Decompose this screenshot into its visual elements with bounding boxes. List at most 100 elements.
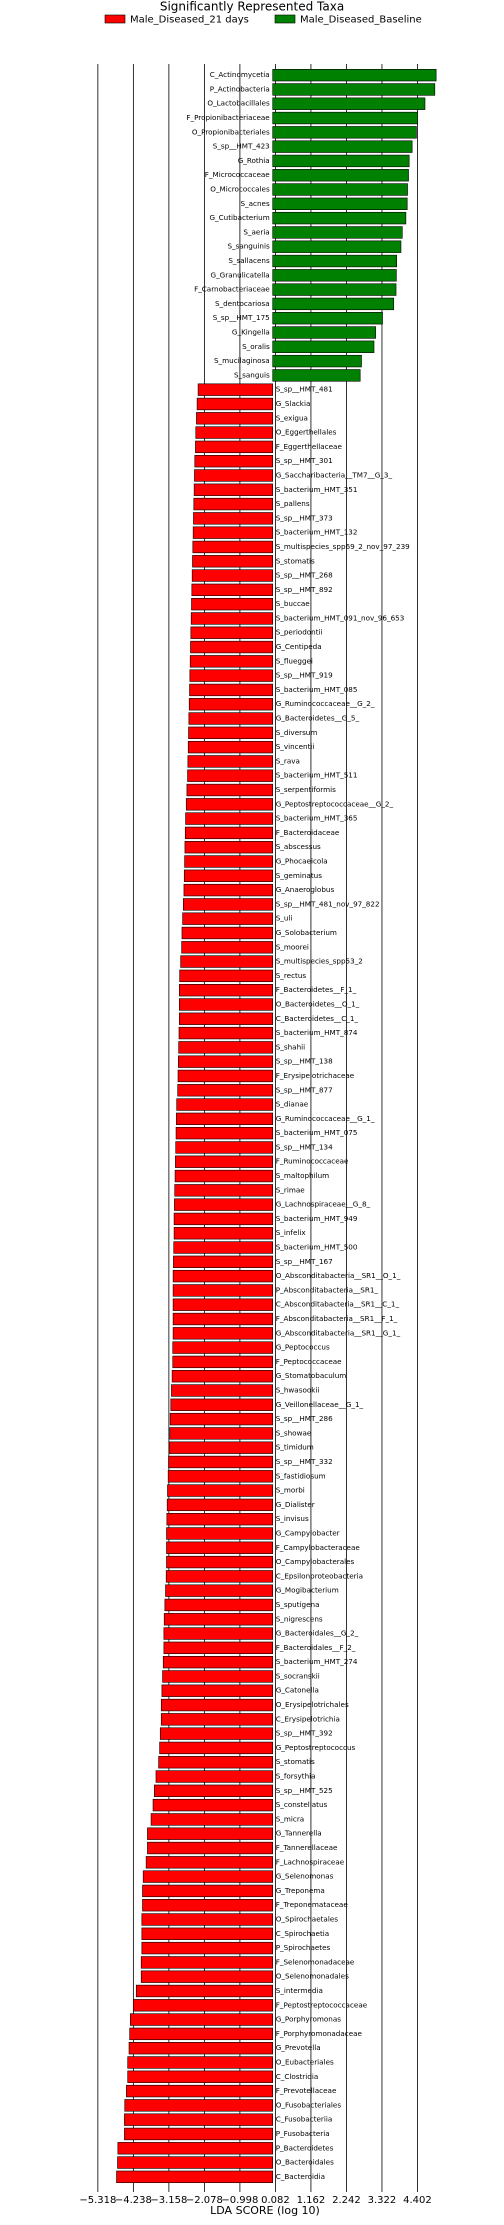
bar [196,412,274,425]
bar [160,1713,274,1726]
bar [142,1870,274,1883]
bar-label: G_Ruminococcaceae__G_2_ [276,699,375,708]
bar [188,712,274,725]
bar [189,669,274,682]
bar-label: S_bacterium_HMT_874 [276,1028,358,1037]
bar-label: O_Spirochaetales [276,1915,339,1924]
bar-label: F_Selenomonadaceae [276,1957,355,1966]
bar-label: G_Bacteroidales__G_2_ [276,1629,359,1638]
bar [184,826,274,840]
bar-label: F_Micrococcaceae [205,170,271,179]
bar-label: G_Bacteroidetes__G_5_ [276,714,360,723]
bar [272,340,375,353]
bar-label: C_Erysipelotrichia [276,1714,340,1723]
x-tick-label: −5.318 [79,2195,116,2206]
bar-label: C_Spirochaetia [276,1929,329,1938]
bar-label: G_Lachnospiraceae__G_8_ [276,1200,371,1209]
x-tick-label: 1.162 [297,2195,326,2206]
bar-label: S_maltophilum [276,1171,329,1180]
bar-label: G_Tannerella [276,1829,322,1838]
bar [175,1141,274,1154]
bar-label: S_bacterium_HMT_365 [276,814,358,823]
bar [182,898,274,911]
bar-label: S_sp__HMT_373 [276,513,333,522]
bar-label: S_sp__HMT_423 [213,142,270,151]
bar [272,197,408,210]
bar-label: S_bacterium_HMT_085 [276,685,358,694]
bar [179,969,274,983]
bar-label: O_Micrococcales [210,185,270,194]
bar-label: S_forsythia [276,1772,316,1781]
bar-label: F_Peptococcaceae [276,1357,342,1366]
bar-label: G_Phocaeicola [276,857,328,866]
bar-label: G_Granulicatella [211,270,270,279]
bar [184,841,274,854]
bar-label: F_Carnobacteriaceae [194,285,270,294]
bar-label: S_sp__HMT_392 [276,1729,333,1738]
bar-label: O_Bacteroidales [276,2158,334,2167]
bar [194,469,274,482]
bar [165,1570,274,1583]
bar [124,2099,274,2112]
bar-label: O_Fusobacteriales [276,2100,342,2109]
bar [193,497,274,511]
bar-label: G_Prevotella [276,2043,321,2052]
bar-label: S_sp__HMT_919 [276,671,333,680]
bar-label: S_bacterium_HMT_511 [276,771,358,780]
bar [193,483,274,496]
bar [272,83,436,96]
bar [116,2170,274,2184]
bar-label: S_sanguis [234,370,270,379]
bar-label: S_bacterium_HMT_500 [276,1243,358,1252]
bar [150,1813,274,1826]
bar [179,984,274,997]
bar-label: F_Eggerthellaceae [276,442,343,451]
bar [162,1670,274,1683]
bar-label: G_Peptococcus [276,1343,330,1352]
bar [272,312,383,325]
bar [158,1756,274,1769]
bar [178,1041,274,1054]
bar-label: S_serpentiformis [276,785,336,794]
bar [175,1126,274,1140]
bar-label: F_Ruminococcaceae [276,1157,349,1166]
bar-label: G_Centipeda [276,642,322,651]
bar-label: G_Absconditabacteria__SR1__G_1_ [276,1328,401,1337]
bar-label: S_infelix [276,1228,307,1237]
bar-label: S_dianae [276,1100,309,1109]
x-tick-label: 3.322 [368,2195,397,2206]
bar [172,1269,274,1283]
bar-label: O_Propionibacteriales [192,127,270,136]
bar [272,354,362,368]
bar [190,612,274,625]
bar-label: G_Anaeroglobus [276,885,335,894]
bar [272,283,397,296]
bar [166,1527,274,1540]
bar [127,2070,274,2083]
bar-label: S_sanguinis [227,242,270,251]
bar [272,297,395,311]
bar-label: S_aeria [243,227,269,236]
bar [179,1012,274,1025]
bar [147,1841,274,1855]
bar-label: G_Rothia [238,156,270,165]
bar [155,1770,274,1783]
bar [174,1169,274,1183]
bar [272,226,403,239]
bar-label: S_sp__HMT_481 [276,385,333,394]
bar [163,1613,274,1626]
bar [272,154,410,168]
bar [178,1055,274,1068]
x-tick-label: −2.078 [186,2195,223,2206]
bar-label: S_acnes [240,199,269,208]
bar [161,1684,274,1697]
bar-label: G_Selenomonas [276,1872,334,1881]
bar [172,1312,274,1326]
bar [169,1427,274,1440]
bar [186,783,274,797]
chart-title: Significantly Represented Taxa [160,0,344,14]
bar-label: F_Bacteroidaceae [276,828,340,837]
bar-label: P_Fusobacteria [276,2129,330,2138]
bar [171,1384,274,1397]
bar-label: S_sp__HMT_332 [276,1457,333,1466]
